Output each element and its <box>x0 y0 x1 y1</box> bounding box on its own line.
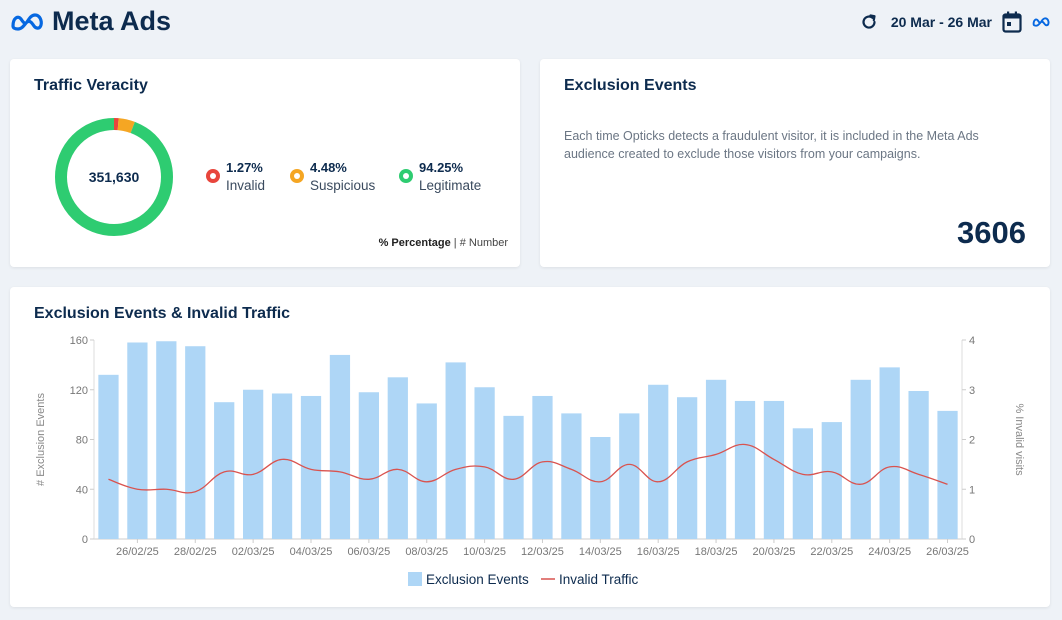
bar-exclusion-events[interactable] <box>792 428 813 539</box>
bar-exclusion-events[interactable] <box>705 379 727 539</box>
bar-exclusion-events[interactable] <box>648 384 669 539</box>
bar-exclusion-events[interactable] <box>271 393 293 539</box>
legitimate-dot-icon <box>399 169 413 183</box>
x-tick-label: 26/02/25 <box>116 546 159 558</box>
suspicious-label: Suspicious <box>310 178 376 193</box>
legend-legitimate: 94.25% Legitimate <box>399 159 481 195</box>
x-tick-label: 28/02/25 <box>174 546 217 558</box>
bar-exclusion-events[interactable] <box>763 400 785 539</box>
x-tick-label: 04/03/25 <box>290 546 333 558</box>
legend-exclusion-label[interactable]: Exclusion Events <box>426 572 529 587</box>
y-tick-label: 120 <box>70 385 88 397</box>
bar-exclusion-events[interactable] <box>214 402 235 539</box>
y-axis-title: # Exclusion Events <box>35 393 47 486</box>
bar-exclusion-events[interactable] <box>474 387 495 539</box>
invalid-label: Invalid <box>226 178 266 193</box>
brand: Meta Ads <box>10 6 171 37</box>
bar-exclusion-events[interactable] <box>300 395 322 539</box>
x-tick-label: 12/03/25 <box>521 546 564 558</box>
x-tick-label: 18/03/25 <box>695 546 738 558</box>
header-controls: 20 Mar - 26 Mar <box>860 11 1050 33</box>
line-invalid-traffic[interactable] <box>108 443 948 494</box>
bar-exclusion-events[interactable] <box>590 437 611 539</box>
y2-tick-label: 1 <box>969 484 975 496</box>
bar-exclusion-events[interactable] <box>821 422 842 539</box>
donut-slice-legitimate <box>55 118 173 236</box>
traffic-veracity-card: Traffic Veracity 351,630 1.27% Invalid 4… <box>10 59 520 267</box>
y2-tick-label: 2 <box>969 435 975 447</box>
legend-suspicious: 4.48% Suspicious <box>290 159 375 195</box>
y-tick-label: 40 <box>76 484 88 496</box>
app-title: Meta Ads <box>52 6 172 36</box>
bar-exclusion-events[interactable] <box>503 415 524 539</box>
bar-exclusion-events[interactable] <box>677 397 698 539</box>
legend-invalid: 1.27% Invalid <box>206 159 265 195</box>
toggle-separator: | <box>450 237 460 249</box>
y2-tick-label: 3 <box>969 385 975 397</box>
x-tick-label: 06/03/25 <box>347 546 390 558</box>
bar-exclusion-events[interactable] <box>445 362 466 539</box>
bar-exclusion-events[interactable] <box>358 392 379 539</box>
traffic-veracity-title: Traffic Veracity <box>34 77 148 94</box>
legitimate-label: Legitimate <box>419 178 482 193</box>
y2-axis-title: % Invalid visits <box>1013 403 1025 476</box>
legitimate-pct: 94.25% <box>419 160 464 175</box>
toggle-number[interactable]: # Number <box>459 237 508 249</box>
date-range-label[interactable]: 20 Mar - 26 Mar <box>890 14 992 30</box>
x-tick-label: 16/03/25 <box>637 546 680 558</box>
bar-exclusion-events[interactable] <box>561 413 582 539</box>
y-tick-label: 80 <box>76 435 88 447</box>
header: Meta Ads 20 Mar - 26 Mar <box>0 0 1062 48</box>
exclusion-invalid-chart: 0 40 80 120 160 0 1 2 3 4 # Exclusion Events % Inva… <box>35 335 1025 587</box>
display-mode-toggle: % Percentage | # Number <box>379 237 508 249</box>
x-tick-label: 10/03/25 <box>463 546 506 558</box>
y-tick-label: 0 <box>82 534 88 546</box>
legend-exclusion-swatch-icon[interactable] <box>408 572 422 586</box>
meta-logo-icon <box>11 12 43 31</box>
legend-invalid-label[interactable]: Invalid Traffic <box>559 572 639 587</box>
invalid-pct: 1.27% <box>226 160 263 175</box>
bar-exclusion-events[interactable] <box>879 367 900 539</box>
bar-exclusion-events[interactable] <box>619 413 640 539</box>
bar-exclusion-events[interactable] <box>850 379 871 539</box>
bar-exclusion-events[interactable] <box>908 390 929 539</box>
traffic-donut-chart <box>55 118 173 236</box>
suspicious-pct: 4.48% <box>310 160 347 175</box>
calendar-icon[interactable] <box>1002 11 1022 33</box>
x-tick-label: 26/03/25 <box>926 546 969 558</box>
bar-exclusion-events[interactable] <box>937 410 958 539</box>
invalid-dot-icon <box>206 169 220 183</box>
x-tick-label: 02/03/25 <box>232 546 275 558</box>
bar-exclusion-events[interactable] <box>243 389 264 539</box>
exclusion-events-title: Exclusion Events <box>564 77 697 94</box>
y2-tick-label: 0 <box>969 534 975 546</box>
x-tick-label: 24/03/25 <box>868 546 911 558</box>
y2-tick-label: 4 <box>969 335 975 347</box>
meta-small-icon <box>1032 17 1050 27</box>
bar-exclusion-events[interactable] <box>329 354 351 539</box>
x-tick-label: 22/03/25 <box>810 546 853 558</box>
exclusion-events-value: 3606 <box>957 215 1026 250</box>
chart-legend: Exclusion Events Invalid Traffic <box>408 572 639 587</box>
bar-exclusion-events[interactable] <box>532 395 553 539</box>
bar-exclusion-events[interactable] <box>185 346 206 539</box>
x-tick-label: 20/03/25 <box>753 546 796 558</box>
y-tick-label: 160 <box>70 335 88 347</box>
exclusion-events-card: Exclusion Events Each time Opticks detec… <box>540 59 1050 267</box>
bar-exclusion-events[interactable] <box>156 341 177 539</box>
exclusion-invalid-chart-card: Exclusion Events & Invalid Traffic 0 40 80… <box>10 287 1050 607</box>
bar-exclusion-events[interactable] <box>127 342 148 539</box>
x-tick-label: 08/03/25 <box>405 546 448 558</box>
exclusion-events-description: Each time Opticks detects a fraudulent v… <box>564 129 979 161</box>
x-tick-label: 14/03/25 <box>579 546 622 558</box>
traffic-total: 351,630 <box>88 169 140 185</box>
bar-exclusion-events[interactable] <box>416 403 437 539</box>
refresh-icon[interactable] <box>860 13 878 31</box>
toggle-percentage[interactable]: % Percentage <box>378 237 451 249</box>
bar-exclusion-events[interactable] <box>734 400 756 539</box>
bar-exclusion-events[interactable] <box>98 374 119 539</box>
bar-exclusion-events[interactable] <box>387 377 408 539</box>
chart-title: Exclusion Events & Invalid Traffic <box>34 305 291 322</box>
suspicious-dot-icon <box>290 169 304 183</box>
